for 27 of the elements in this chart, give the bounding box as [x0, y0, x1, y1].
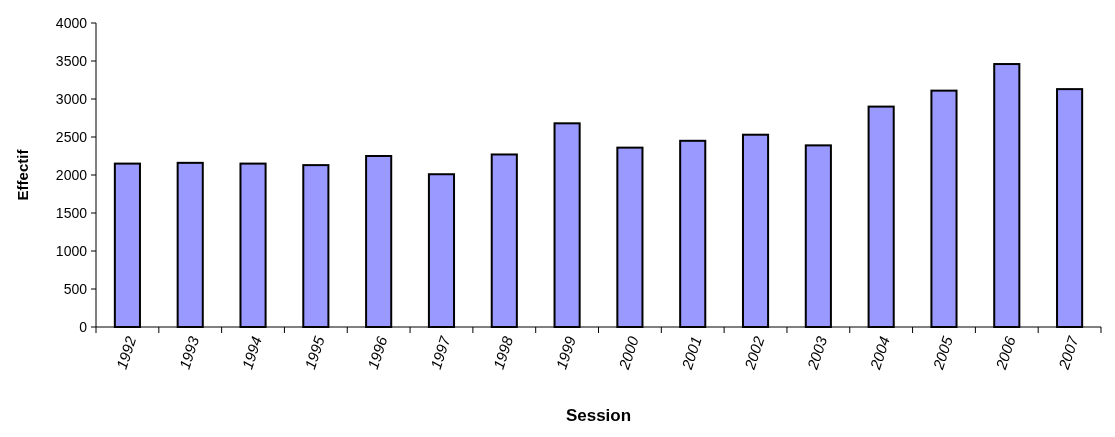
x-tick-label: 2004	[866, 334, 893, 373]
x-tick-label: 2000	[614, 333, 642, 373]
y-axis-title: Effectif	[14, 148, 31, 201]
x-tick-label: 1995	[301, 333, 328, 372]
x-axis-title: Session	[565, 406, 632, 425]
y-tick-label: 1500	[55, 204, 88, 221]
x-tick-label: 1999	[552, 333, 580, 372]
x-tick-label: 2005	[929, 333, 957, 373]
x-tick-label: 2003	[803, 333, 831, 373]
x-tick-label: 2006	[991, 333, 1019, 373]
y-tick-label: 1000	[55, 242, 88, 259]
x-tick-label: 2002	[740, 333, 768, 373]
y-tick-label: 500	[63, 280, 88, 297]
y-tick-label: 0	[79, 318, 88, 335]
y-tick-label: 3500	[55, 52, 88, 69]
x-tick-label: 1994	[238, 334, 265, 372]
x-tick-label: 1998	[489, 333, 517, 372]
x-tick-label: 1992	[112, 333, 140, 372]
y-tick-label: 2500	[55, 128, 88, 145]
x-tick-label: 2001	[677, 334, 705, 373]
y-tick-label: 2000	[55, 166, 88, 183]
y-tick-label: 4000	[55, 14, 88, 31]
y-tick-label: 3000	[55, 90, 88, 107]
x-tick-label: 2007	[1054, 333, 1082, 373]
x-tick-label: 1993	[175, 333, 203, 372]
x-tick-label: 1996	[364, 333, 391, 372]
x-tick-label: 1997	[426, 333, 454, 372]
